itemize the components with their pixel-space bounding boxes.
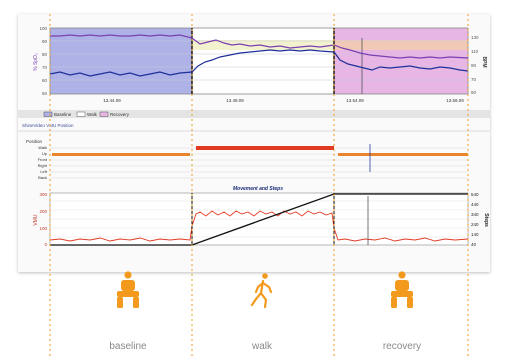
y-right-tick: 130 — [471, 35, 479, 40]
x-tick: 13.54.09 — [346, 98, 364, 103]
phase-label-baseline: baseline — [109, 341, 147, 352]
recovery-phase-icon — [391, 271, 413, 308]
y-left-tick: 0 — [44, 242, 47, 247]
recovery-position-bar — [338, 153, 468, 156]
y-right-tick: 40 — [471, 242, 477, 247]
sitting-person-icon — [121, 280, 135, 291]
movement-chart: Movement and Steps 300 200 100 0 VMU 540… — [33, 186, 489, 247]
walk-phase-icon — [250, 273, 273, 309]
position-row-label: Front — [38, 157, 48, 162]
movement-y-left-ticks: 300 200 100 0 — [39, 192, 47, 247]
y-left-tick: 90 — [42, 39, 48, 44]
y-left-tick: 50 — [42, 91, 48, 96]
walking-person-icon — [250, 273, 273, 309]
spo2-trace — [50, 34, 469, 59]
y-right-tick: 90 — [471, 63, 477, 68]
movement-gridlines — [50, 200, 468, 238]
position-row-label: Left — [40, 169, 48, 174]
legend-baseline: Baseline — [54, 112, 72, 117]
vmu-trace — [49, 210, 469, 242]
recovery-band — [334, 40, 468, 50]
y-left-tick: 200 — [39, 209, 47, 214]
phase-label-walk: walk — [251, 341, 272, 352]
y-right-tick: 540 — [471, 192, 479, 197]
top-x-ticks: 13.44.09 13.49.09 13.54.09 13.59.09 — [103, 98, 464, 103]
position-row-label: Up — [42, 151, 48, 156]
baseline-phase-icon — [117, 271, 139, 308]
position-row-label: Right — [38, 163, 48, 168]
x-tick: 13.59.09 — [446, 98, 464, 103]
y-right-tick: 70 — [471, 77, 477, 82]
x-tick: 13.44.09 — [103, 98, 121, 103]
movement-y-right-label: Steps — [483, 213, 489, 227]
walk-region — [192, 28, 334, 94]
position-row-label: Back — [38, 175, 47, 180]
y-left-axis-label: % SpO₂ — [33, 53, 39, 71]
position-header: ShineVideo VMU Position — [22, 123, 74, 128]
movement-y-left-label: VMU — [33, 214, 39, 226]
steps-trace — [50, 193, 468, 246]
y-right-axis-label: BPM — [481, 56, 487, 67]
legend-bar: Baseline Walk Recovery — [18, 110, 490, 118]
baseline-region — [50, 28, 192, 94]
legend-recovery: Recovery — [110, 112, 130, 117]
top-y-right-ticks: 130 110 90 70 50 — [471, 35, 479, 95]
position-panel: ShineVideo VMU Position Position Walk Up… — [18, 123, 490, 180]
heart-rate-trace — [49, 49, 469, 77]
position-row-label: Walk — [38, 145, 47, 150]
sitting-person-icon — [395, 280, 409, 291]
legend-walk: Walk — [87, 112, 98, 117]
movement-title: Movement and Steps — [233, 186, 283, 192]
top-y-left-ticks: 100 90 80 70 60 50 — [39, 26, 47, 96]
y-right-tick: 440 — [471, 202, 479, 207]
x-tick: 13.49.09 — [226, 98, 244, 103]
phase-label-recovery: recovery — [382, 341, 422, 352]
position-gridlines — [50, 147, 468, 179]
top-chart: 100 90 80 70 60 50 % SpO₂ 130 110 90 70 … — [33, 26, 487, 103]
recovery-region — [334, 28, 468, 94]
y-right-tick: 240 — [471, 222, 479, 227]
y-left-tick: 100 — [39, 226, 47, 231]
y-left-tick: 80 — [42, 52, 48, 57]
y-right-tick: 140 — [471, 232, 479, 237]
baseline-swatch — [43, 111, 53, 117]
position-rows: Walk Up Front Right Left Back — [38, 145, 48, 180]
walk-swatch — [76, 111, 86, 117]
y-left-tick: 300 — [39, 192, 47, 197]
recovery-swatch — [99, 111, 109, 117]
y-right-tick: 50 — [471, 90, 477, 95]
y-left-tick: 70 — [42, 65, 48, 70]
movement-y-right-ticks: 540 440 340 240 140 40 — [471, 192, 479, 247]
y-right-tick: 340 — [471, 212, 479, 217]
position-title: Position — [26, 139, 43, 144]
phase-dividers — [49, 14, 469, 358]
legend-strip — [18, 110, 490, 118]
y-left-tick: 60 — [42, 78, 48, 83]
baseline-position-bar — [52, 153, 190, 156]
y-left-tick: 100 — [39, 26, 47, 31]
y-right-tick: 110 — [471, 49, 479, 54]
walk-position-bar — [196, 146, 334, 150]
top-gridlines — [50, 40, 468, 81]
